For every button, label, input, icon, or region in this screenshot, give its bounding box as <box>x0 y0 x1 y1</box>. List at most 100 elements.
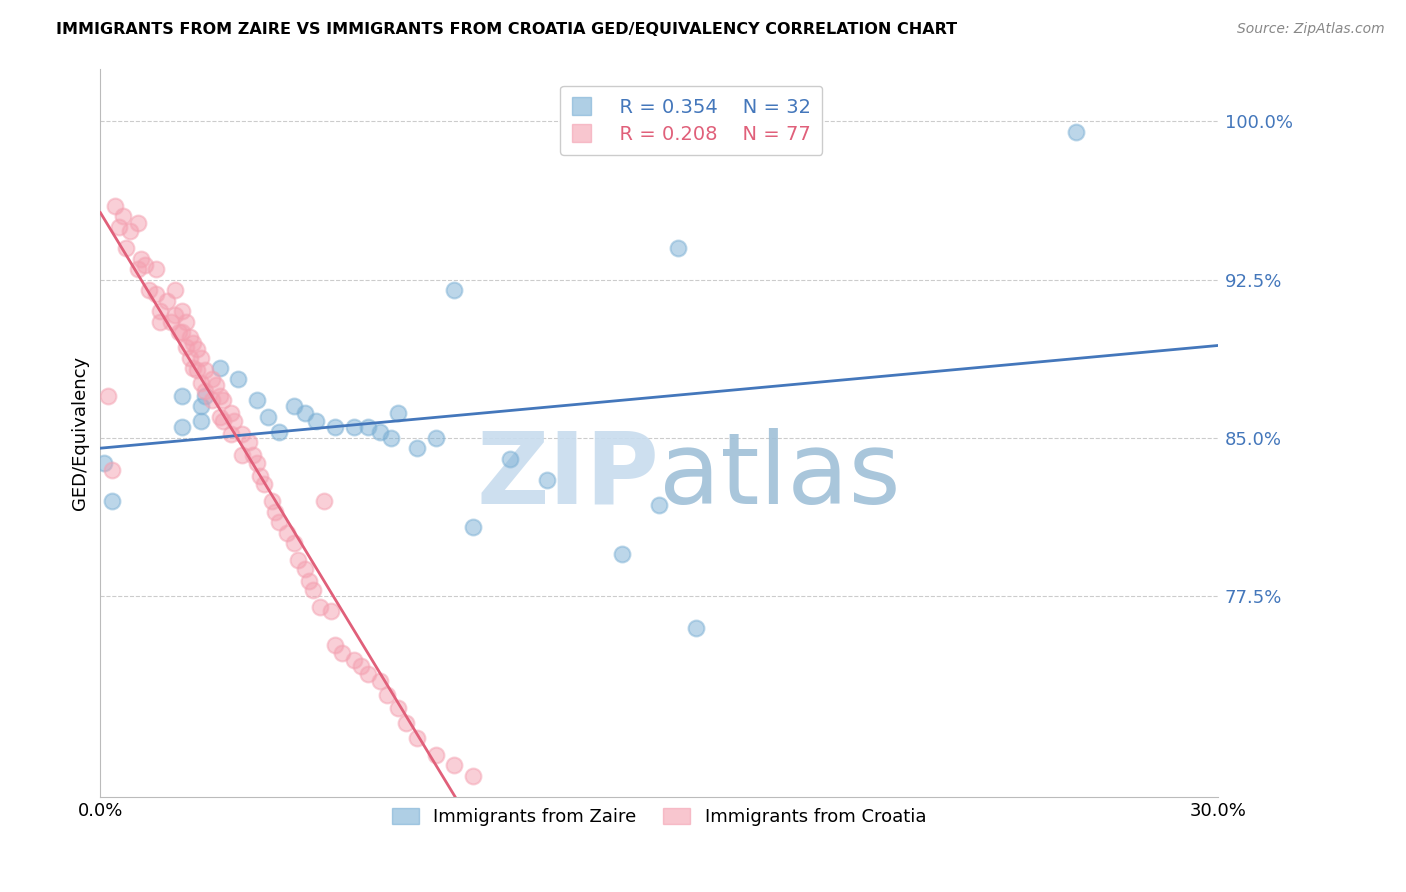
Point <box>257 409 280 424</box>
Point <box>134 258 156 272</box>
Point <box>224 414 246 428</box>
Point <box>368 673 391 688</box>
Point <box>201 392 224 407</box>
Point <box>536 473 558 487</box>
Point <box>309 599 332 614</box>
Point <box>269 425 291 439</box>
Point <box>127 262 149 277</box>
Point <box>368 425 391 439</box>
Legend: Immigrants from Zaire, Immigrants from Croatia: Immigrants from Zaire, Immigrants from C… <box>382 798 935 835</box>
Point <box>201 372 224 386</box>
Point <box>145 287 167 301</box>
Point <box>264 505 287 519</box>
Text: ZIP: ZIP <box>477 428 659 524</box>
Text: Source: ZipAtlas.com: Source: ZipAtlas.com <box>1237 22 1385 37</box>
Point <box>298 574 321 589</box>
Point <box>100 494 122 508</box>
Point <box>194 363 217 377</box>
Point <box>212 392 235 407</box>
Point <box>149 315 172 329</box>
Point <box>183 361 205 376</box>
Point <box>648 499 671 513</box>
Point <box>219 406 242 420</box>
Point <box>287 553 309 567</box>
Point <box>242 448 264 462</box>
Point <box>461 519 484 533</box>
Point <box>305 414 328 428</box>
Point <box>425 747 447 762</box>
Point <box>425 431 447 445</box>
Text: atlas: atlas <box>659 428 901 524</box>
Point <box>380 431 402 445</box>
Point <box>294 562 316 576</box>
Point <box>100 462 122 476</box>
Point <box>461 769 484 783</box>
Point <box>294 406 316 420</box>
Point <box>97 389 120 403</box>
Point <box>276 525 298 540</box>
Point <box>186 343 208 357</box>
Point <box>395 715 418 730</box>
Point <box>406 731 429 745</box>
Point <box>174 315 197 329</box>
Point <box>226 372 249 386</box>
Point <box>323 638 346 652</box>
Point <box>499 452 522 467</box>
Point <box>131 252 153 266</box>
Point <box>231 448 253 462</box>
Point <box>301 582 323 597</box>
Point <box>163 283 186 297</box>
Point <box>212 414 235 428</box>
Point <box>443 758 465 772</box>
Point <box>156 293 179 308</box>
Point <box>127 216 149 230</box>
Point <box>269 516 291 530</box>
Point <box>160 315 183 329</box>
Point <box>312 494 335 508</box>
Point <box>190 351 212 365</box>
Point <box>138 283 160 297</box>
Point <box>666 241 689 255</box>
Point <box>443 283 465 297</box>
Point <box>145 262 167 277</box>
Point <box>194 389 217 403</box>
Point <box>172 326 194 340</box>
Point <box>194 384 217 399</box>
Point <box>249 469 271 483</box>
Point <box>685 621 707 635</box>
Point <box>174 340 197 354</box>
Point <box>238 435 260 450</box>
Point <box>93 456 115 470</box>
Point <box>163 309 186 323</box>
Point <box>1064 125 1087 139</box>
Point <box>172 420 194 434</box>
Point <box>108 219 131 234</box>
Point <box>321 604 343 618</box>
Point <box>208 361 231 376</box>
Point <box>387 701 409 715</box>
Point <box>120 224 142 238</box>
Point <box>253 477 276 491</box>
Y-axis label: GED/Equivalency: GED/Equivalency <box>72 356 89 509</box>
Point <box>190 399 212 413</box>
Point <box>283 399 305 413</box>
Point <box>375 689 398 703</box>
Point <box>167 326 190 340</box>
Point <box>350 659 373 673</box>
Point <box>190 414 212 428</box>
Point <box>172 304 194 318</box>
Point <box>149 304 172 318</box>
Point <box>246 392 269 407</box>
Point <box>406 442 429 456</box>
Point <box>342 420 364 434</box>
Point <box>208 409 231 424</box>
Point <box>190 376 212 390</box>
Point <box>115 241 138 255</box>
Point <box>179 329 201 343</box>
Point <box>246 456 269 470</box>
Text: IMMIGRANTS FROM ZAIRE VS IMMIGRANTS FROM CROATIA GED/EQUIVALENCY CORRELATION CHA: IMMIGRANTS FROM ZAIRE VS IMMIGRANTS FROM… <box>56 22 957 37</box>
Point <box>610 547 633 561</box>
Point <box>357 667 380 681</box>
Point <box>342 652 364 666</box>
Point <box>172 389 194 403</box>
